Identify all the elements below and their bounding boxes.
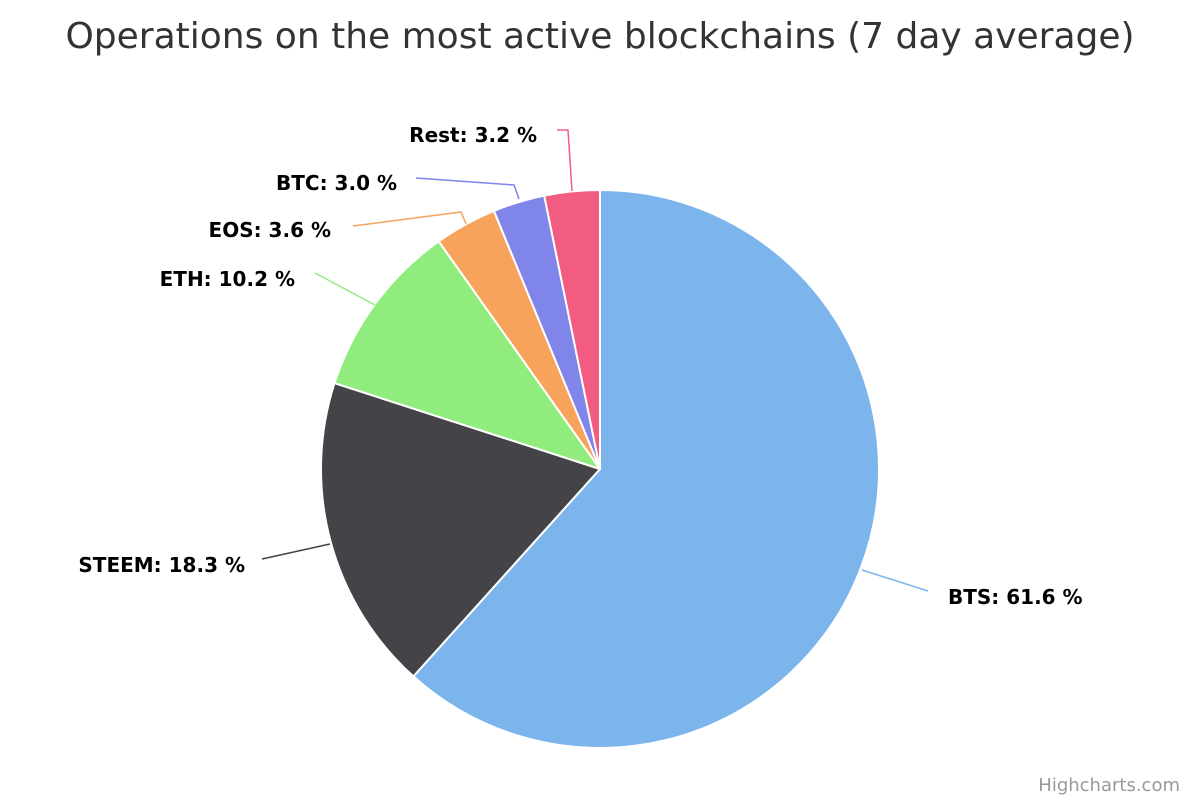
pie-slice-eth[interactable] <box>333 240 601 470</box>
connector-btc <box>415 177 520 200</box>
data-labels: BTS: 61.6 % STEEM: 18.3 % ETH: 10.2 % EOS: … <box>78 123 1082 609</box>
connector-steem <box>261 543 331 560</box>
connector-eth <box>314 272 376 306</box>
pie-slice-rest[interactable] <box>543 189 601 470</box>
pie-slice-steem[interactable] <box>320 382 601 678</box>
connector-rest <box>557 129 573 192</box>
connector-eos <box>352 211 467 227</box>
chart-title: Operations on the most active blockchain… <box>65 16 1134 57</box>
credits-link[interactable]: Highcharts.com <box>1038 775 1180 796</box>
label-connectors <box>261 129 929 592</box>
data-label-steem: STEEM: 18.3 % <box>78 553 245 577</box>
pie-slice-bts[interactable] <box>412 189 880 749</box>
data-label-bts: BTS: 61.6 % <box>948 585 1083 609</box>
data-label-eos: EOS: 3.6 % <box>209 218 331 242</box>
data-label-rest: Rest: 3.2 % <box>409 123 537 147</box>
pie-slices <box>320 189 880 749</box>
connector-bts <box>861 569 929 592</box>
data-label-btc: BTC: 3.0 % <box>276 171 397 195</box>
data-label-eth: ETH: 10.2 % <box>160 267 295 291</box>
